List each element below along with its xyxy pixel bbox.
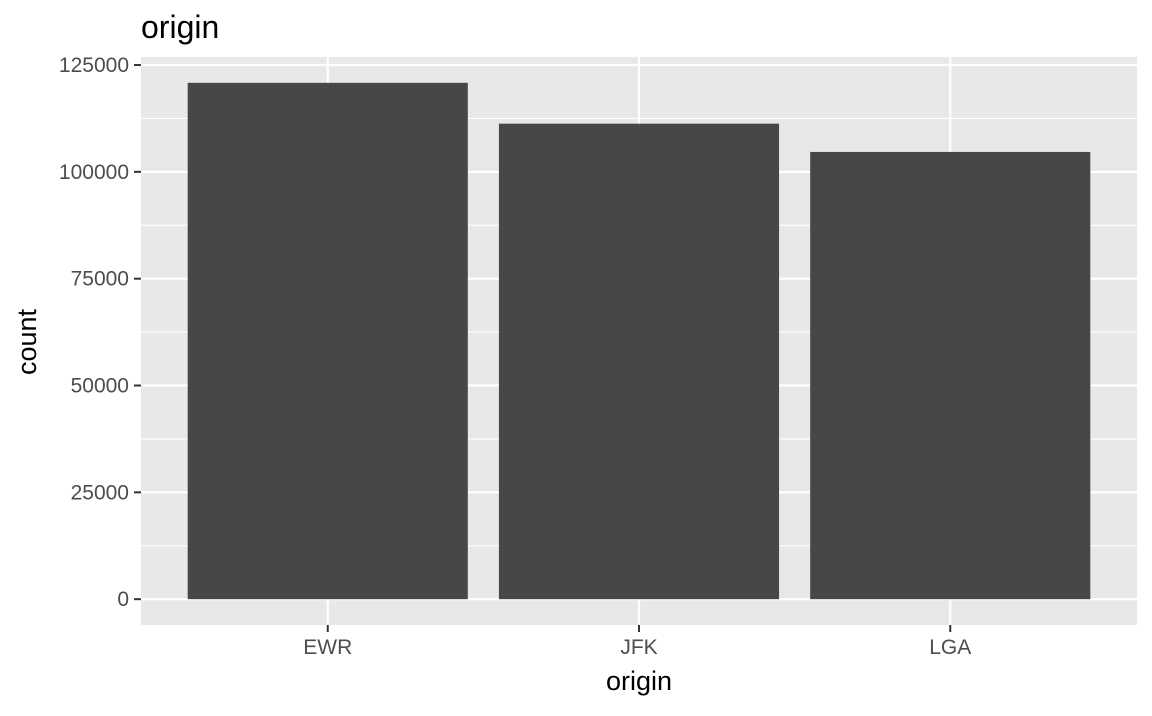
y-axis-ticks: 0 25000 50000 75000 100000 125000 — [59, 54, 141, 611]
y-axis-title: count — [12, 308, 42, 375]
x-axis-ticks: EWR JFK LGA — [303, 625, 971, 659]
x-axis-title: origin — [606, 666, 672, 696]
y-tick-label: 75000 — [71, 268, 129, 291]
y-tick-label: 0 — [117, 588, 129, 611]
y-tick-label: 50000 — [71, 375, 129, 398]
bar-lga — [810, 151, 1091, 600]
x-tick-label: EWR — [303, 636, 352, 659]
x-tick-label: JFK — [620, 636, 657, 659]
y-tick-label: 25000 — [71, 481, 129, 504]
y-tick-label: 100000 — [59, 161, 129, 184]
chart-title: origin — [141, 9, 219, 45]
x-tick-label: LGA — [929, 636, 971, 659]
bar-jfk — [498, 123, 780, 600]
bars — [187, 82, 1091, 600]
bar-ewr — [187, 82, 468, 600]
y-tick-label: 125000 — [59, 54, 129, 77]
